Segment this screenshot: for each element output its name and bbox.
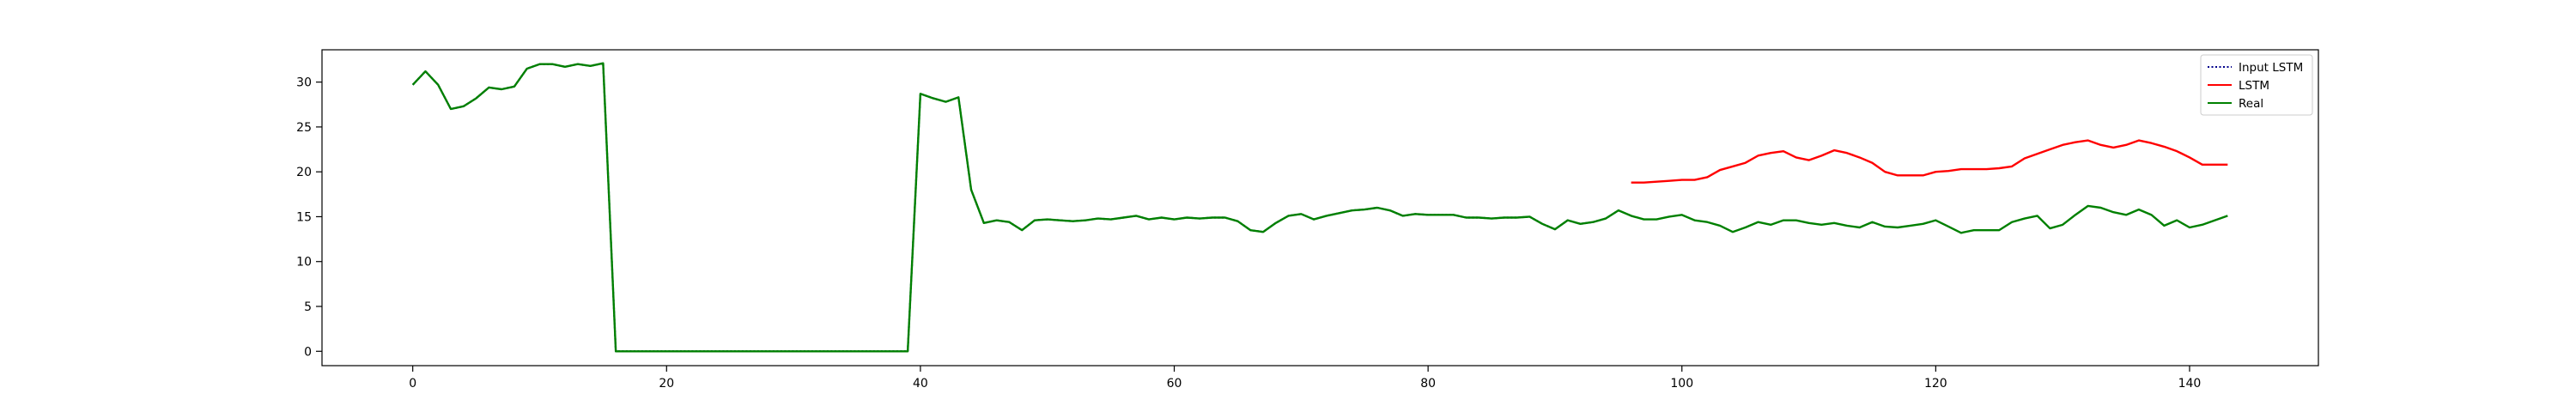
x-tick-label: 120 — [1924, 377, 1947, 391]
x-tick-label: 40 — [913, 377, 928, 391]
y-axis: 0 5 10 15 20 25 30 — [296, 76, 322, 359]
x-tick-label: 0 — [409, 377, 416, 391]
plot-background — [322, 50, 2318, 366]
x-axis: 0 20 40 60 80 100 120 140 — [409, 366, 2201, 391]
legend-label-input-lstm: Input LSTM — [2239, 61, 2303, 75]
y-tick-label: 15 — [296, 210, 312, 224]
legend-label-lstm: LSTM — [2239, 79, 2269, 93]
x-tick-label: 100 — [1670, 377, 1693, 391]
legend-box — [2200, 54, 2313, 116]
plot-frame — [321, 49, 2319, 367]
series-line-lstm — [1631, 139, 2228, 184]
series-line-real — [411, 62, 2228, 353]
series-layer — [411, 62, 2228, 353]
legend-label-real: Real — [2239, 97, 2263, 111]
x-tick-label: 140 — [2178, 377, 2202, 391]
x-tick-label: 80 — [1420, 377, 1436, 391]
y-tick-label: 25 — [296, 121, 312, 135]
y-tick-label: 5 — [304, 300, 312, 314]
x-tick-label: 60 — [1167, 377, 1182, 391]
y-tick-label: 30 — [296, 76, 312, 90]
y-tick-label: 20 — [296, 166, 312, 179]
y-tick-label: 10 — [296, 256, 312, 270]
legend: Input LSTM LSTM Real — [2200, 54, 2313, 116]
x-tick-label: 20 — [659, 377, 674, 391]
y-tick-label: 0 — [304, 345, 312, 359]
